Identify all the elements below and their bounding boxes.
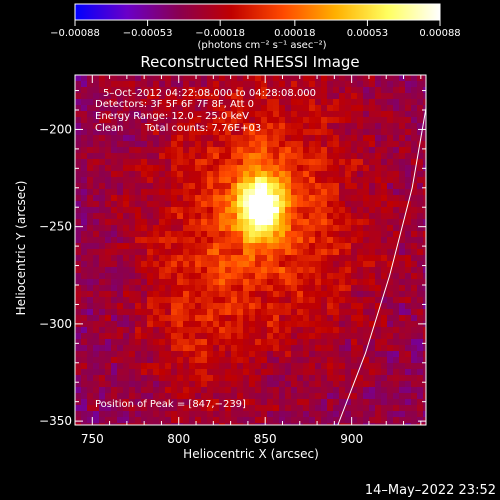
annotation-energy: Energy Range: 12.0 – 25.0 keV: [95, 111, 249, 122]
annotation-time: 5–Oct–2012 04:22:08.000 to 04:28:08.000: [103, 88, 316, 99]
colorbar-units: (photons cm⁻² s⁻¹ asec⁻²): [197, 40, 326, 51]
chart-title: Reconstructed RHESSI Image: [140, 53, 359, 71]
plot-frame: [74, 74, 427, 426]
x-axis-title: Heliocentric X (arcsec): [183, 447, 319, 461]
x-axis: 750 800 850 900: [74, 75, 422, 446]
footer-timestamp: 14–May–2022 23:52: [365, 483, 496, 498]
y-axis: −200 −250 −300 −350: [39, 90, 426, 428]
colorbar-tick-label: 0.00018: [274, 28, 315, 39]
y-tick-label: −200: [39, 122, 72, 136]
y-tick-label: −250: [39, 220, 72, 234]
y-axis-title: Heliocentric Y (arcsec): [14, 181, 28, 316]
annotation-detectors: Detectors: 3F 5F 6F 7F 8F, Att 0: [95, 99, 254, 110]
x-tick-label: 750: [81, 432, 104, 446]
colorbar-tick-label: −0.00053: [123, 28, 173, 39]
colorbar-tick-label: −0.00018: [195, 28, 245, 39]
y-tick-label: −350: [39, 414, 72, 428]
x-tick-label: 900: [340, 432, 363, 446]
heatmap-image: [75, 75, 426, 425]
colorbar: [74, 3, 441, 21]
y-tick-label: −300: [39, 317, 72, 331]
x-tick-label: 800: [167, 432, 190, 446]
annotation-counts: Total counts: 7.76E+03: [144, 123, 261, 134]
annotation-method: Clean: [95, 123, 123, 134]
solar-limb-line: [337, 108, 426, 425]
colorbar-tick-label: 0.00053: [347, 28, 388, 39]
annotation-block: 5–Oct–2012 04:22:08.000 to 04:28:08.000 …: [95, 88, 316, 410]
annotation-peak: Position of Peak = [847,−239]: [95, 399, 246, 410]
colorbar-ticks: −0.00088 −0.00053 −0.00018 0.00018 0.00053 0.…: [50, 20, 461, 39]
colorbar-tick-label: 0.00088: [419, 28, 460, 39]
x-tick-label: 850: [254, 432, 277, 446]
colorbar-tick-label: −0.00088: [50, 28, 100, 39]
